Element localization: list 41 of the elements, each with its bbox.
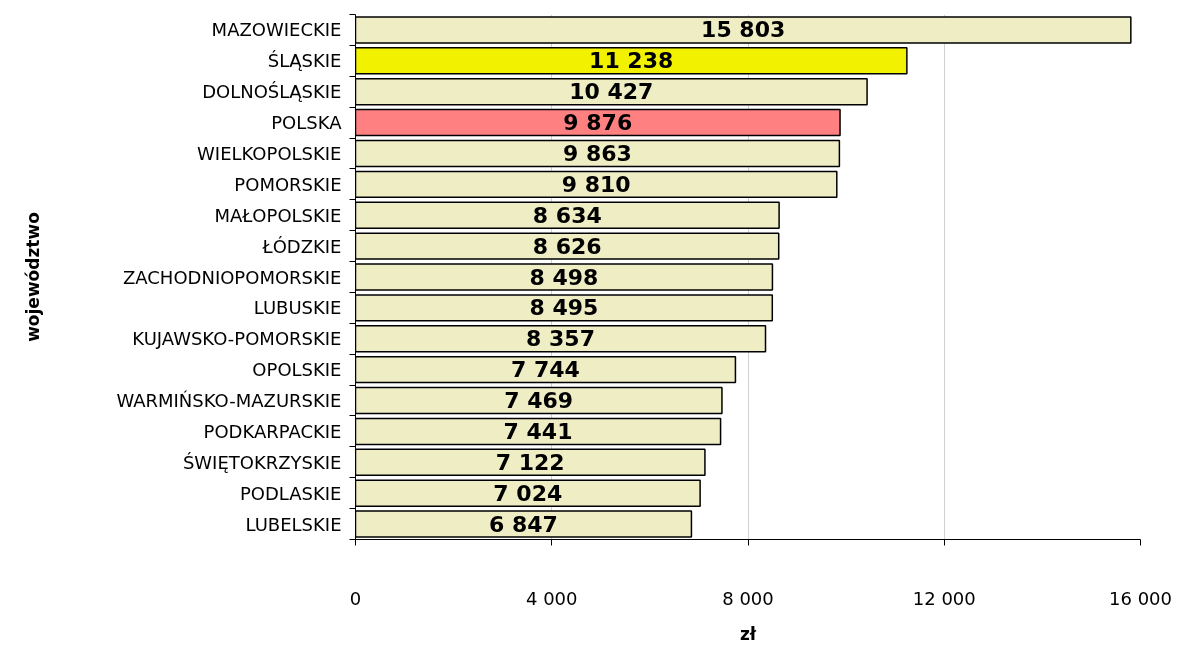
y-tick-label: PODLASKIE [239, 482, 342, 504]
y-tick-label: WIELKOPOLSKIE [197, 142, 342, 164]
data-label: 7 441 [503, 418, 573, 444]
y-tick-label: MAŁOPOLSKIE [214, 204, 342, 226]
y-tick-label: ZACHODNIOPOMORSKIE [122, 266, 342, 288]
data-label: 9 863 [563, 140, 632, 166]
x-tick-label: 8 000 [722, 587, 774, 609]
data-label: 7 122 [495, 449, 565, 475]
x-tick-label: 16 000 [1109, 587, 1172, 609]
data-label: 8 634 [532, 202, 602, 228]
y-tick-label: MAZOWIECKIE [211, 19, 342, 41]
y-tick-label: PODKARPACKIE [203, 420, 342, 442]
data-label: 9 876 [563, 110, 633, 136]
y-tick-label: DOLNOŚLĄSKIE [202, 81, 342, 103]
data-label: 6 847 [489, 511, 558, 537]
data-label: 8 498 [529, 264, 599, 290]
data-label: 7 469 [504, 388, 574, 414]
y-tick-label: POLSKA [271, 112, 343, 134]
y-tick-label: LUBELSKIE [245, 513, 342, 535]
y-tick-label: LUBUSKIE [253, 297, 342, 319]
y-tick-label: ŚWIĘTOKRZYSKIE [182, 451, 342, 473]
data-label: 11 238 [589, 48, 674, 74]
x-tick-label: 0 [349, 587, 362, 609]
x-tick-label: 12 000 [912, 587, 976, 609]
y-tick-label: ŚLĄSKIE [267, 50, 342, 72]
data-label: 8 357 [526, 326, 595, 352]
x-tick-label: 4 000 [525, 587, 578, 609]
data-label: 10 427 [569, 79, 654, 105]
data-label: 8 495 [529, 295, 599, 321]
data-label: 9 810 [561, 171, 631, 197]
y-tick-label: ŁÓDZKIE [261, 235, 342, 257]
data-label: 7 744 [511, 357, 580, 383]
x-axis-title: zł [739, 623, 757, 644]
data-label: 7 024 [493, 480, 563, 506]
y-tick-label: POMORSKIE [234, 173, 342, 195]
y-tick-label: WARMIŃSKO-MAZURSKIE [116, 390, 342, 412]
data-label: 15 803 [701, 17, 786, 43]
y-axis-title: województwo [23, 212, 44, 342]
data-label: 8 626 [532, 233, 602, 259]
y-tick-label: KUJAWSKO-POMORSKIE [132, 328, 342, 350]
y-tick-label: OPOLSKIE [252, 359, 342, 381]
